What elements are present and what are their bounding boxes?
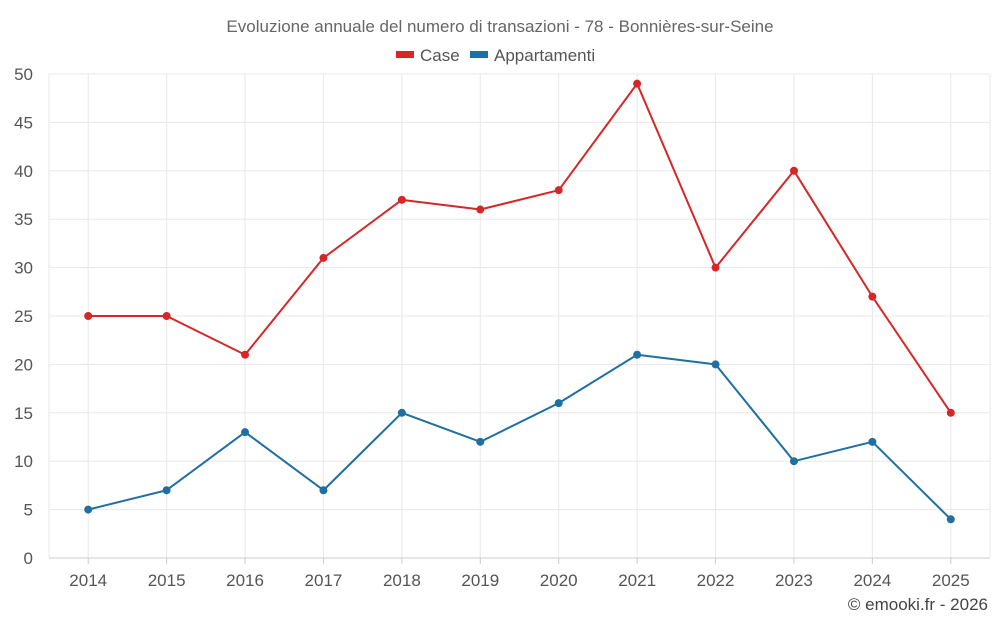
data-point[interactable] [241,350,250,359]
data-point[interactable] [162,486,171,495]
data-point[interactable] [84,312,93,320]
y-tick-label: 35 [14,210,33,229]
series-line [87,353,952,520]
legend-item-appartamenti[interactable]: Appartamenti [470,46,595,65]
data-point[interactable] [476,437,485,446]
chart-title: Evoluzione annuale del numero di transaz… [226,17,773,36]
data-point[interactable] [319,253,328,262]
x-tick-label: 2017 [305,571,343,590]
data-point[interactable] [241,428,250,437]
data-point[interactable] [789,457,798,466]
series-case [84,79,955,417]
x-tick-label: 2023 [775,571,813,590]
data-point[interactable] [711,263,720,272]
legend-swatch [470,51,488,58]
legend-label: Case [420,46,460,65]
y-tick-label: 30 [14,259,33,278]
data-point[interactable] [162,312,171,320]
data-point[interactable] [946,515,955,524]
x-tick-label: 2020 [540,571,578,590]
data-point[interactable] [397,195,406,204]
data-point[interactable] [554,399,563,408]
series-appartamenti [84,350,955,524]
x-tick-label: 2014 [69,571,107,590]
x-tick-label: 2021 [618,571,656,590]
y-tick-label: 0 [24,549,33,568]
legend-item-case[interactable]: Case [396,46,460,65]
data-point[interactable] [84,505,93,514]
y-tick-label: 10 [14,452,33,471]
data-point[interactable] [789,166,798,175]
y-tick-label: 40 [14,162,33,181]
x-tick-label: 2022 [697,571,735,590]
data-point[interactable] [633,79,642,88]
y-tick-label: 25 [14,307,33,326]
gridlines [49,73,990,558]
data-point[interactable] [946,408,955,417]
data-point[interactable] [711,360,720,369]
data-point[interactable] [868,437,877,446]
data-point[interactable] [868,292,877,301]
series-layer [84,79,955,524]
x-tick-label: 2015 [148,571,186,590]
legend-label: Appartamenti [494,46,595,65]
y-tick-label: 45 [14,113,33,132]
y-tick-label: 15 [14,404,33,423]
x-tick-label: 2019 [461,571,499,590]
legend: Case Appartamenti [396,46,595,65]
x-tick-label: 2025 [932,571,970,590]
series-line [88,82,952,414]
y-tick-label: 20 [14,355,33,374]
data-point[interactable] [476,205,485,214]
x-tick-label: 2024 [853,571,891,590]
x-tick-label: 2016 [226,571,264,590]
data-point[interactable] [319,486,328,495]
data-point[interactable] [633,350,642,359]
data-point[interactable] [554,186,563,195]
legend-swatch [396,51,414,58]
credit-text: © emooki.fr - 2026 [848,595,988,614]
x-tick-label: 2018 [383,571,421,590]
y-tick-label: 5 [24,501,33,520]
y-tick-label: 50 [14,65,33,84]
data-point[interactable] [397,408,406,417]
